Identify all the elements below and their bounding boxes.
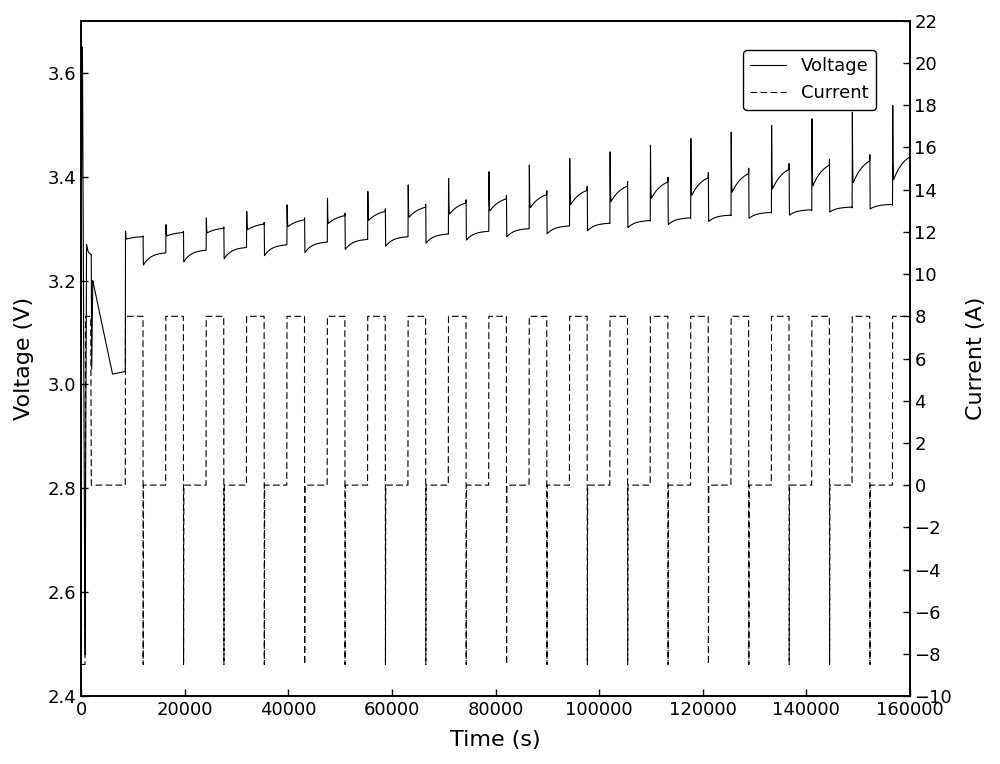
Current (173, 312, 185, 321)
Voltage (909, 199, 921, 209)
Y-axis label: Voltage (V): Voltage (V) (14, 297, 34, 420)
Current (144, 481, 156, 490)
Voltage (75, 172, 87, 181)
Voltage (619, 183, 631, 192)
Line: Voltage: Voltage (81, 47, 915, 655)
Voltage (79, 650, 91, 659)
Current (904, 312, 916, 321)
Current (619, 312, 631, 321)
Voltage (687, 188, 699, 197)
Voltage (338, 212, 350, 221)
Voltage (904, 152, 916, 161)
Current (337, 312, 349, 321)
Current (80, 312, 92, 321)
X-axis label: Time (s): Time (s) (450, 730, 541, 750)
Voltage (144, 253, 156, 262)
Current (75, 660, 87, 669)
Current (909, 481, 921, 490)
Legend: Voltage, Current: Voltage, Current (743, 50, 876, 110)
Current (687, 312, 699, 321)
Y-axis label: Current (A): Current (A) (966, 297, 986, 420)
Voltage (173, 228, 185, 238)
Line: Current: Current (81, 316, 915, 665)
Voltage (76, 43, 88, 52)
